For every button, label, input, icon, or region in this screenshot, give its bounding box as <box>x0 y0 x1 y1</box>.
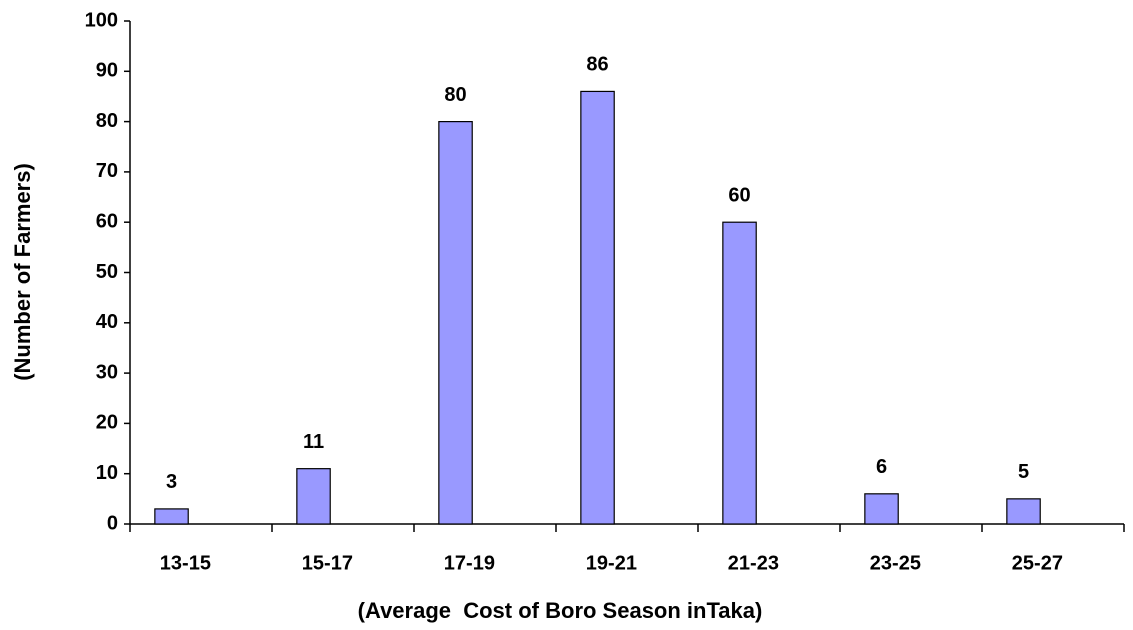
bar <box>296 468 331 525</box>
bar <box>722 221 757 525</box>
bar <box>580 90 615 525</box>
data-label: 6 <box>876 456 887 478</box>
bar <box>864 493 899 525</box>
x-tick-label: 23-25 <box>870 552 921 574</box>
bar <box>1006 498 1041 525</box>
y-tick-label: 70 <box>96 160 118 182</box>
y-tick-label: 20 <box>96 412 118 434</box>
x-tick-label: 25-27 <box>1012 552 1063 574</box>
bar <box>154 508 189 525</box>
y-tick-label: 30 <box>96 361 118 383</box>
x-tick-label: 15-17 <box>302 552 353 574</box>
bar <box>438 120 473 525</box>
y-tick-label: 50 <box>96 261 118 283</box>
data-label: 86 <box>586 54 608 76</box>
y-tick-label: 100 <box>85 9 118 31</box>
data-label: 60 <box>728 184 750 206</box>
y-tick-label: 80 <box>96 110 118 132</box>
y-axis-title: (Number of Farmers) <box>10 163 35 381</box>
x-tick-label: 21-23 <box>728 552 779 574</box>
data-label: 11 <box>303 431 324 453</box>
y-tick-label: 10 <box>96 462 118 484</box>
y-tick-label: 40 <box>96 311 118 333</box>
data-label: 80 <box>444 84 466 106</box>
data-label: 5 <box>1018 461 1029 483</box>
x-tick-label: 13-15 <box>160 552 211 574</box>
y-tick-label: 60 <box>96 210 118 232</box>
x-axis-title: (Average Cost of Boro Season inTaka) <box>358 598 763 623</box>
y-tick-label: 90 <box>96 60 118 82</box>
y-tick-label: 0 <box>107 512 118 534</box>
x-tick-label: 17-19 <box>444 552 495 574</box>
data-label: 3 <box>166 471 177 493</box>
x-tick-label: 19-21 <box>586 552 637 574</box>
